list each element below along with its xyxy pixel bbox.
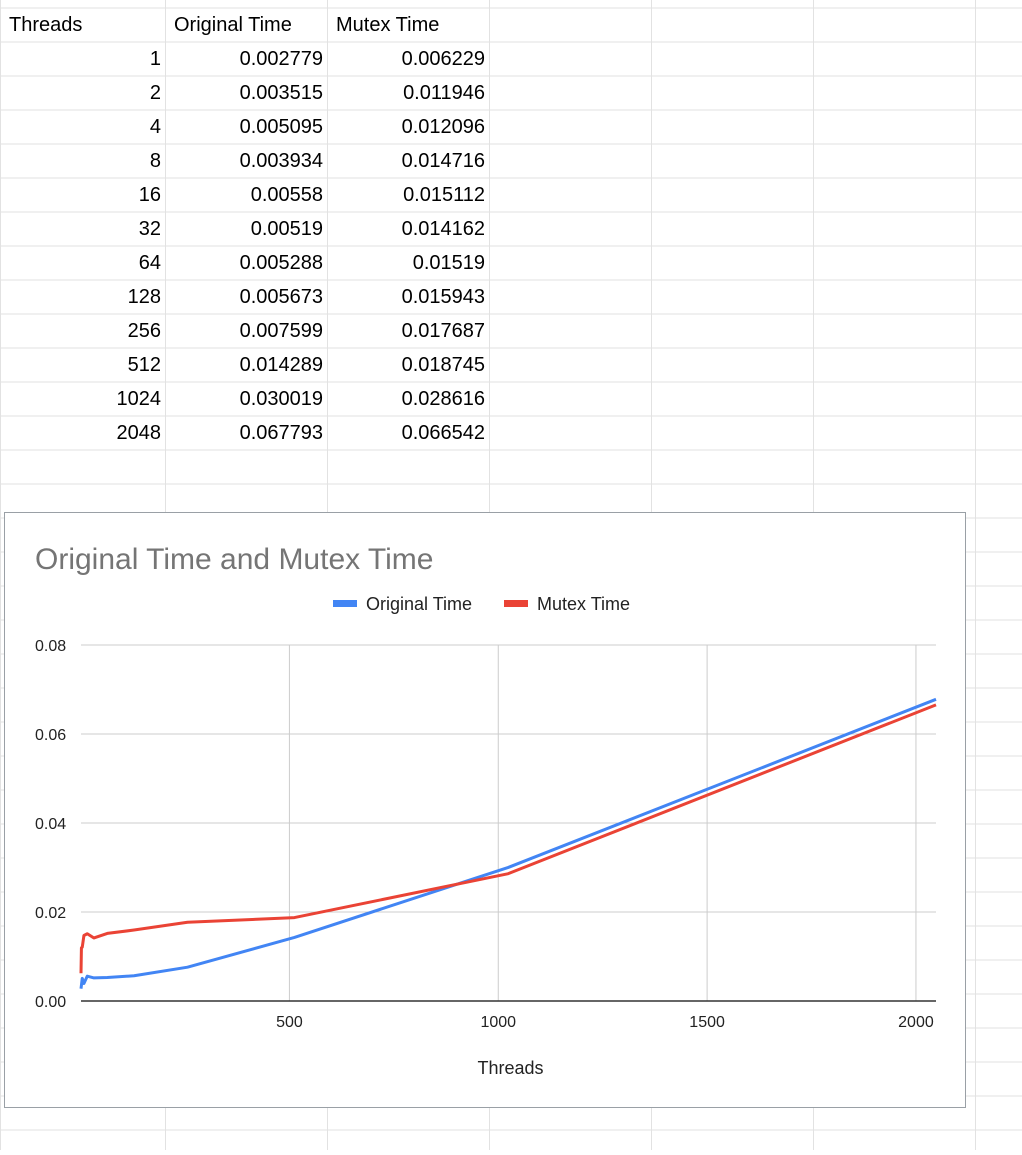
legend-swatch xyxy=(504,600,528,607)
cell-mutex-time[interactable]: 0.017687 xyxy=(401,320,485,342)
x-axis-title: Threads xyxy=(477,1058,543,1078)
line-chart[interactable]: Original Time and Mutex Time Original Ti… xyxy=(4,512,966,1108)
chart-legend[interactable]: Original Time Mutex Time xyxy=(333,594,630,614)
x-tick-label: 1000 xyxy=(480,1014,516,1031)
cell-mutex-time[interactable]: 0.014162 xyxy=(401,218,485,240)
x-axis-ticks: 500 1000 1500 2000 xyxy=(276,1014,934,1031)
cell-threads[interactable]: 2 xyxy=(149,82,161,104)
series-line-mutex-time[interactable] xyxy=(79,703,937,974)
chart-gridlines xyxy=(81,644,936,1001)
cell-mutex-time[interactable]: 0.014716 xyxy=(401,150,485,172)
cell-threads[interactable]: 4 xyxy=(149,116,161,138)
header-cell-original-time[interactable]: Original Time xyxy=(174,14,292,36)
cell-threads[interactable]: 128 xyxy=(127,286,161,308)
cell-mutex-time[interactable]: 0.015943 xyxy=(401,286,485,308)
cell-original-time[interactable]: 0.002779 xyxy=(239,48,323,70)
y-axis-ticks: 0.00 0.02 0.04 0.06 0.08 xyxy=(35,638,66,1011)
y-tick-label: 0.04 xyxy=(35,816,66,833)
cell-threads[interactable]: 1 xyxy=(149,48,161,70)
cell-mutex-time[interactable]: 0.018745 xyxy=(401,354,485,376)
cell-mutex-time[interactable]: 0.012096 xyxy=(401,116,485,138)
cell-original-time[interactable]: 0.014289 xyxy=(239,354,323,376)
cell-mutex-time[interactable]: 0.028616 xyxy=(401,388,485,410)
chart-title: Original Time and Mutex Time xyxy=(35,543,433,576)
y-tick-label: 0.08 xyxy=(35,638,66,655)
legend-swatch xyxy=(333,600,357,607)
cell-threads[interactable]: 8 xyxy=(149,150,161,172)
cell-threads[interactable]: 1024 xyxy=(116,388,162,410)
chart-canvas: Original Time and Mutex Time Original Ti… xyxy=(35,543,937,1078)
cell-threads[interactable]: 256 xyxy=(127,320,161,342)
cell-original-time[interactable]: 0.003934 xyxy=(239,150,323,172)
cell-mutex-time[interactable]: 0.011946 xyxy=(403,82,485,104)
x-tick-label: 1500 xyxy=(689,1014,725,1031)
cell-original-time[interactable]: 0.003515 xyxy=(239,82,323,104)
cell-original-time[interactable]: 0.005288 xyxy=(239,252,323,274)
cell-original-time[interactable]: 0.005095 xyxy=(239,116,323,138)
cell-threads[interactable]: 2048 xyxy=(116,422,162,444)
cell-threads[interactable]: 32 xyxy=(138,218,161,240)
y-tick-label: 0.06 xyxy=(35,727,66,744)
cell-mutex-time[interactable]: 0.015112 xyxy=(403,184,485,206)
series-line-original-time[interactable] xyxy=(79,697,937,989)
cell-original-time[interactable]: 0.007599 xyxy=(239,320,323,342)
cell-mutex-time[interactable]: 0.066542 xyxy=(401,422,485,444)
cell-threads[interactable]: 16 xyxy=(138,184,161,206)
legend-label: Original Time xyxy=(366,594,472,614)
y-tick-label: 0.02 xyxy=(35,905,66,922)
cell-mutex-time[interactable]: 0.01519 xyxy=(412,252,485,274)
cell-original-time[interactable]: 0.005673 xyxy=(239,286,323,308)
cell-threads[interactable]: 64 xyxy=(138,252,161,274)
cell-threads[interactable]: 512 xyxy=(127,354,161,376)
y-tick-label: 0.00 xyxy=(35,994,66,1011)
cell-original-time[interactable]: 0.030019 xyxy=(239,388,323,410)
cell-original-time[interactable]: 0.00558 xyxy=(250,184,323,206)
header-cell-threads[interactable]: Threads xyxy=(9,14,83,36)
chart-series-lines xyxy=(79,697,937,989)
cell-original-time[interactable]: 0.00519 xyxy=(250,218,323,240)
cell-original-time[interactable]: 0.067793 xyxy=(239,422,323,444)
cell-mutex-time[interactable]: 0.006229 xyxy=(401,48,485,70)
header-cell-mutex-time[interactable]: Mutex Time xyxy=(336,14,440,36)
x-tick-label: 500 xyxy=(276,1014,303,1031)
legend-label: Mutex Time xyxy=(537,594,630,614)
x-tick-label: 2000 xyxy=(898,1014,934,1031)
